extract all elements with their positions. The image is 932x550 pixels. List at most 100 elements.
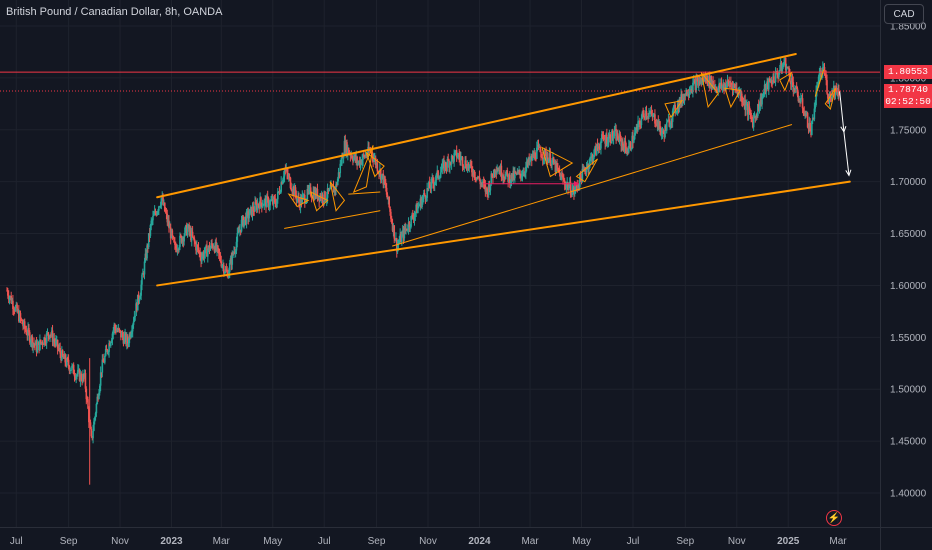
candle-body bbox=[711, 80, 714, 89]
candle-body bbox=[444, 162, 447, 167]
candle-body bbox=[161, 197, 164, 199]
candle-body bbox=[308, 188, 310, 192]
candle-body bbox=[134, 315, 137, 317]
candle-body bbox=[189, 230, 191, 232]
candle-body bbox=[277, 191, 279, 200]
candle-body bbox=[595, 144, 598, 155]
candle-body bbox=[475, 177, 477, 180]
candle-body bbox=[688, 91, 691, 95]
candle-body bbox=[721, 86, 724, 89]
candle-body bbox=[68, 365, 71, 372]
candle-body bbox=[599, 148, 601, 150]
candle-body bbox=[232, 252, 234, 255]
candle-body bbox=[579, 173, 582, 178]
candle-body bbox=[813, 108, 816, 120]
candle-body bbox=[684, 94, 687, 97]
candle-body bbox=[282, 179, 284, 185]
candle-body bbox=[97, 396, 99, 399]
candle-body bbox=[260, 197, 262, 203]
candle-body bbox=[43, 337, 45, 345]
candle-body bbox=[590, 156, 592, 159]
candle-body bbox=[772, 76, 774, 84]
trend-drawings[interactable] bbox=[0, 53, 880, 287]
candle-body bbox=[389, 206, 391, 212]
candle-body bbox=[631, 135, 633, 149]
candle-body bbox=[235, 241, 238, 251]
candle-body bbox=[12, 308, 15, 310]
candle-body bbox=[565, 184, 568, 188]
candle-body bbox=[612, 136, 615, 139]
candle-body bbox=[514, 172, 517, 174]
candle-body bbox=[263, 200, 266, 205]
candle-body bbox=[442, 161, 444, 164]
candle-body bbox=[722, 84, 725, 87]
price-tick-label: 1.65000 bbox=[890, 229, 927, 240]
candle-body bbox=[367, 146, 369, 156]
candle-body bbox=[503, 178, 506, 180]
candle-body bbox=[169, 227, 172, 239]
candle-body bbox=[114, 324, 116, 329]
candle-body bbox=[694, 80, 697, 91]
candle-body bbox=[742, 102, 745, 104]
candle-body bbox=[354, 154, 357, 161]
candle-body bbox=[215, 242, 218, 251]
candle-body bbox=[292, 186, 294, 192]
candle-body bbox=[212, 246, 215, 249]
candle-body bbox=[231, 252, 234, 265]
candle-body bbox=[246, 211, 249, 212]
candle-body bbox=[657, 120, 660, 130]
candle-body bbox=[226, 271, 228, 274]
candle-body bbox=[362, 154, 364, 160]
candle-body bbox=[814, 105, 817, 109]
candle-body bbox=[41, 342, 44, 345]
candle-body bbox=[373, 158, 375, 162]
candle-body bbox=[456, 156, 459, 158]
triangle-pattern bbox=[664, 100, 683, 119]
candle-body bbox=[676, 110, 678, 113]
candle-body bbox=[111, 333, 114, 341]
candle-body bbox=[122, 336, 125, 344]
price-tick-label: 1.55000 bbox=[890, 333, 927, 344]
candle-body bbox=[401, 234, 403, 243]
candle-body bbox=[451, 155, 454, 157]
candle-body bbox=[165, 212, 168, 214]
candle-body bbox=[689, 91, 692, 92]
candle-body bbox=[82, 374, 85, 378]
candle-body bbox=[264, 198, 266, 201]
candle-body bbox=[686, 89, 688, 96]
candle-body bbox=[48, 335, 50, 339]
currency-button[interactable]: CAD bbox=[884, 4, 924, 24]
candle-body bbox=[85, 388, 88, 400]
breakout-line bbox=[348, 191, 381, 195]
candle-body bbox=[414, 212, 417, 216]
candle-body bbox=[648, 113, 650, 118]
candle-body bbox=[209, 247, 212, 251]
candle-body bbox=[763, 84, 766, 93]
candle-body bbox=[35, 341, 38, 353]
candle-body bbox=[125, 336, 128, 344]
candle-body bbox=[729, 82, 731, 85]
candle-body bbox=[23, 321, 25, 327]
candle-body bbox=[255, 203, 258, 210]
candle-body bbox=[806, 113, 809, 128]
candle-body bbox=[460, 157, 463, 158]
candle-body bbox=[474, 177, 477, 179]
candle-body bbox=[791, 78, 794, 83]
candle-body bbox=[664, 125, 666, 138]
candle-body bbox=[596, 144, 599, 148]
candle-body bbox=[751, 119, 754, 128]
candle-body bbox=[828, 93, 831, 103]
candle-body bbox=[502, 176, 504, 179]
time-axis[interactable]: Jul Sep Nov 2023 Mar May Jul Sep Nov 2024 Mar May Ju… bbox=[10, 536, 847, 547]
candle-body bbox=[761, 96, 763, 105]
candle-body bbox=[281, 182, 283, 185]
candle-body bbox=[569, 181, 572, 195]
candle-body bbox=[29, 341, 32, 343]
candle-body bbox=[644, 116, 646, 118]
candle-body bbox=[199, 252, 201, 258]
candle-body bbox=[424, 195, 427, 199]
candle-body bbox=[276, 199, 278, 207]
candle-body bbox=[201, 256, 203, 262]
lightning-bolt-icon[interactable]: ⚡ bbox=[826, 510, 842, 526]
